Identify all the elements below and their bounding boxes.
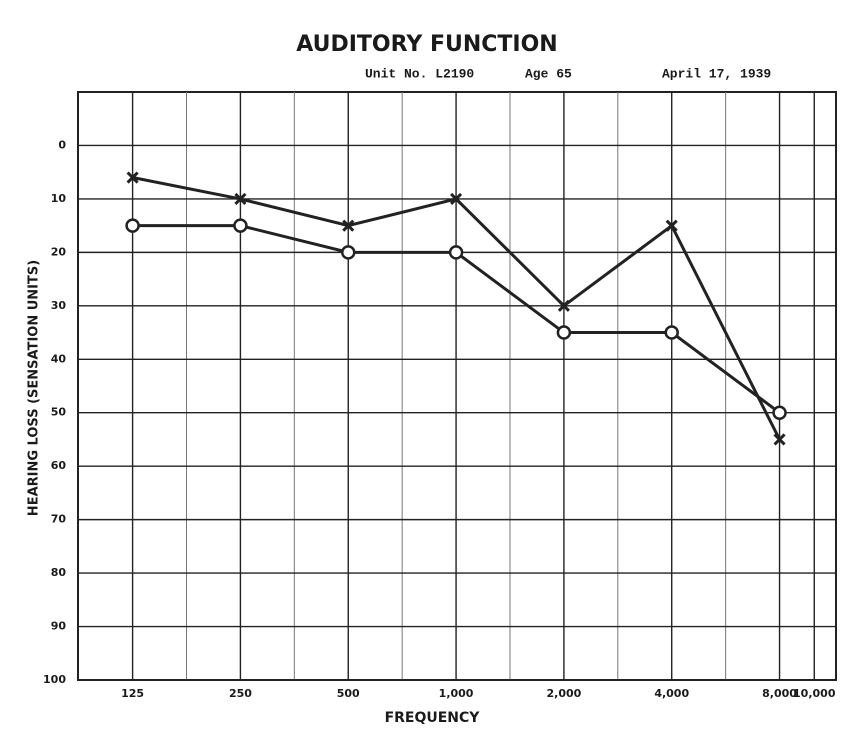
point-marker	[340, 245, 356, 260]
y-tick-label: 60	[51, 459, 67, 472]
point-marker	[233, 218, 248, 233]
y-axis-label: HEARING LOSS (SENSATION UNITS)	[27, 260, 42, 516]
point-marker	[125, 218, 140, 233]
x-tick-label: 4,000	[654, 687, 689, 700]
x-tick-label: 2,000	[546, 687, 581, 700]
y-tick-label: 100	[43, 673, 66, 686]
subtitle: Age 65	[525, 66, 572, 81]
x-tick-label: 8,000	[762, 687, 797, 700]
y-tick-label: 0	[58, 138, 66, 151]
point-marker	[126, 171, 139, 184]
point-marker	[773, 433, 786, 446]
x-tick-label: 250	[229, 687, 252, 700]
point-marker	[665, 219, 678, 232]
point-marker	[772, 405, 787, 420]
chart-title: AUDITORY FUNCTION	[296, 32, 557, 57]
subtitle: Unit No. L2190	[365, 66, 474, 81]
point-marker	[448, 245, 464, 260]
y-tick-label: 40	[51, 352, 67, 365]
y-tick-label: 80	[51, 566, 67, 579]
point-marker	[557, 299, 570, 312]
subtitle: April 17, 1939	[662, 66, 771, 81]
y-tick-label: 90	[51, 620, 67, 633]
x-tick-label: 500	[337, 687, 360, 700]
point-marker	[234, 192, 247, 205]
y-tick-label: 30	[51, 299, 67, 312]
point-marker	[664, 325, 679, 340]
y-tick-label: 10	[51, 192, 67, 205]
point-marker	[556, 325, 572, 340]
x-tick-label: 1,000	[439, 687, 474, 700]
y-tick-label: 70	[51, 513, 67, 526]
x-tick-label: 125	[121, 687, 144, 700]
x-axis-label: FREQUENCY	[385, 710, 481, 726]
plot-frame	[77, 91, 837, 681]
point-marker	[450, 192, 463, 205]
y-tick-label: 50	[51, 406, 67, 419]
x-tick-label: 10,000	[793, 687, 836, 700]
point-marker	[342, 219, 355, 232]
y-tick-label: 20	[51, 245, 67, 258]
